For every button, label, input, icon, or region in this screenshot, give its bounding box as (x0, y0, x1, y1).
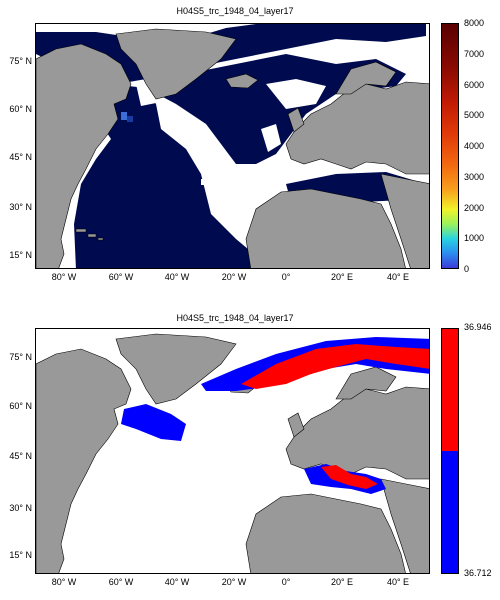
panel2-lat-label-75: 75° N (9, 352, 32, 362)
panel1-colorbar-tick-8000: 8000 (464, 18, 485, 28)
panel1-title: H04S5_trc_1948_04_layer17 (176, 6, 294, 16)
panel1-lon-label-80w: 80° W (51, 272, 77, 282)
panel1-colorbar-tick-6000: 6000 (464, 79, 485, 90)
panel1-lat-label-30: 30° N (9, 202, 32, 212)
panel2-lon-label-20w: 20° W (221, 577, 247, 587)
panel1-lat-label-75: 75° N (9, 56, 32, 66)
panel1-map (35, 23, 430, 269)
panel1-land (36, 28, 429, 268)
panel1-colorbar (441, 23, 459, 269)
panel2-arctic-cells (201, 337, 429, 391)
panel1-colorbar-tick-7000: 7000 (464, 48, 485, 59)
panel2-colorbar-max-label: 36.946 (464, 322, 492, 332)
panel1-lon-label-20w: 20° W (221, 272, 247, 282)
panel1-lat-label-60: 60° N (9, 104, 32, 114)
panel2-lon-label-40w: 40° W (164, 577, 190, 587)
panel1-lon-label-20e: 20° E (330, 272, 354, 282)
panel1-highlight-cells (121, 112, 133, 122)
panel2-lat-label-45: 45° N (9, 451, 32, 461)
panel1-lon-label-0: 0° (281, 272, 291, 282)
panel2-lon-label-40e: 40° E (386, 577, 410, 587)
panel2-map-canvas (36, 333, 429, 573)
panel1-lon-label-40e: 40° E (386, 272, 410, 282)
panel2-mediterranean-cells (304, 464, 386, 494)
panel2-title: H04S5_trc_1948_04_layer17 (176, 313, 294, 323)
panel1-lat-label-45: 45° N (9, 152, 32, 162)
panel1-map-canvas (36, 24, 429, 268)
panel1-colorbar-tick-3000: 3000 (464, 171, 485, 182)
panel2-lat-label-30: 30° N (9, 503, 32, 513)
panel1-lon-label-40w: 40° W (164, 272, 190, 282)
panel1-colorbar-tick-4000: 4000 (464, 141, 485, 151)
panel2-lon-label-60w: 60° W (108, 577, 134, 587)
panel2-colorbar (441, 328, 459, 574)
panel1-colorbar-tick-2000: 2000 (464, 202, 485, 213)
panel2-map (35, 328, 430, 574)
panel1-lon-label-60w: 60° W (108, 272, 134, 282)
panel1-colorbar-tick-5000: 5000 (464, 110, 485, 121)
panel2-lon-label-20e: 20° E (330, 577, 354, 587)
panel2-colorbar-min-label: 36.712 (464, 568, 492, 578)
panel2-lat-label-15: 15° N (9, 550, 32, 560)
panel1-lat-label-15: 15° N (9, 250, 32, 260)
panel1-islands (75, 228, 104, 241)
panel2-lon-label-0: 0° (281, 577, 291, 587)
panel1-colorbar-tick-1000: 1000 (464, 233, 485, 244)
panel2-labrador-cells (121, 404, 186, 441)
panel2-land (36, 333, 429, 573)
panel2-lon-label-80w: 80° W (51, 577, 77, 587)
panel2-lat-label-60: 60° N (9, 401, 32, 411)
panel1-colorbar-tick-0: 0 (464, 264, 470, 274)
